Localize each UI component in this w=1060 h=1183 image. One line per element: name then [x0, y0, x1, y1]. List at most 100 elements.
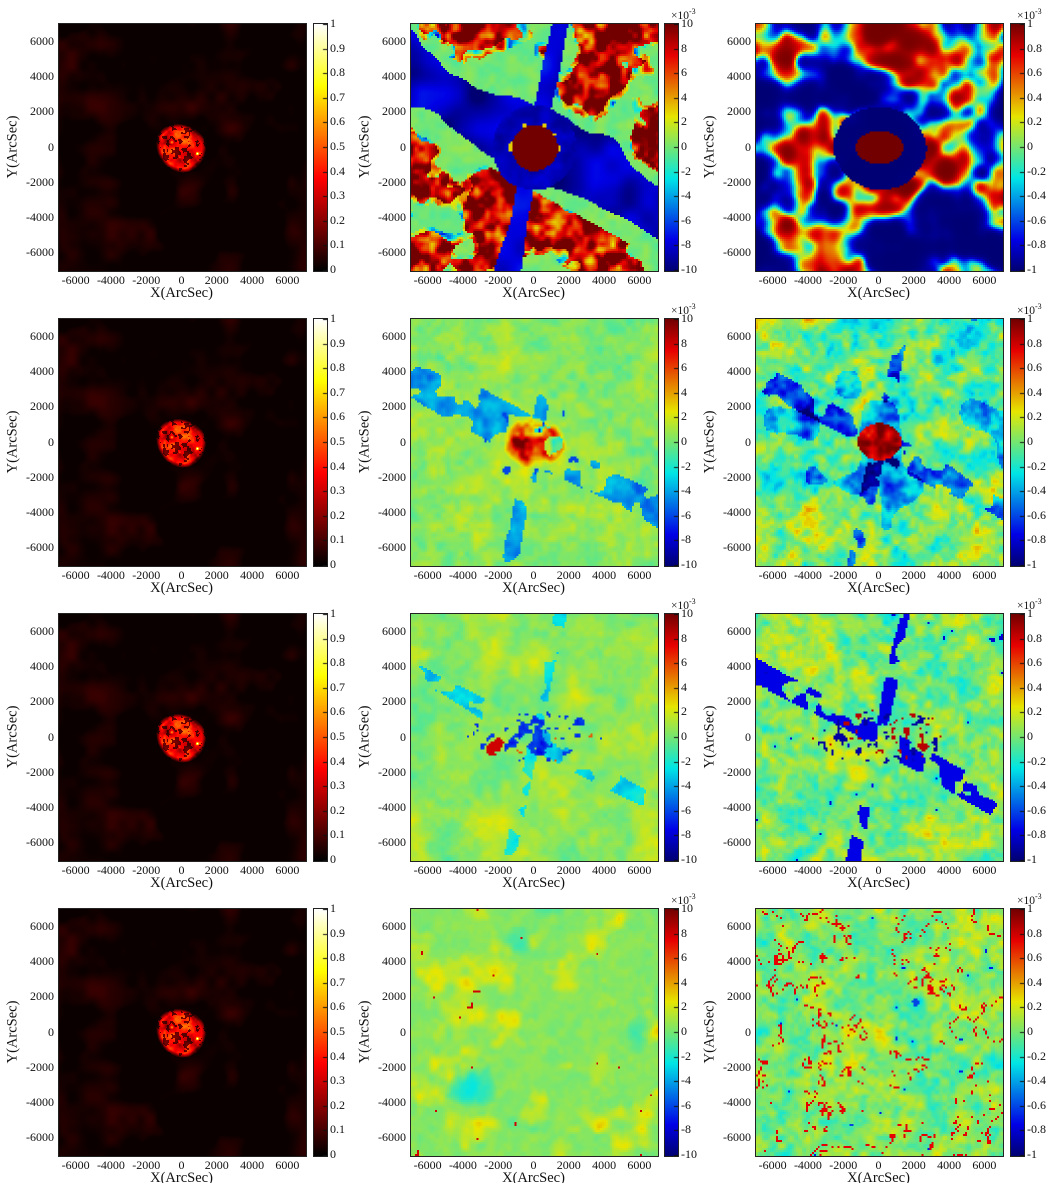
x-tick-label: 4000 [592, 863, 617, 877]
y-tick-label: 2000 [30, 694, 54, 709]
colorbar-tick-label: 0 [681, 139, 687, 153]
x-tick-label: 6000 [972, 863, 997, 877]
exponent-mantissa: ×10 [671, 9, 689, 22]
x-axis-label: X(ArcSec) [150, 1170, 213, 1183]
heatmap-canvas-r2-right [755, 318, 1004, 567]
colorbar-tick-label: -0.6 [1027, 1097, 1046, 1112]
colorbar-tick-label: 0.5 [330, 729, 345, 743]
y-tick-label: 4000 [382, 363, 406, 378]
colorbar-tick-label: 0.4 [330, 1048, 345, 1063]
y-tick-label: 4000 [727, 658, 751, 673]
y-tick-label: 0 [400, 1024, 406, 1039]
x-tick-label: -4000 [96, 1158, 125, 1172]
y-tick-label: -4000 [26, 210, 54, 225]
colorbar-tick-label: 0.8 [330, 360, 345, 375]
y-tick-label: -2000 [723, 469, 751, 484]
colorbar-tick-label: 0 [1027, 1024, 1033, 1038]
y-tick-label: 2000 [382, 694, 406, 709]
y-tick-label: -2000 [26, 764, 54, 779]
x-tick-label: 2000 [204, 1158, 229, 1172]
colorbar-exponent-label: ×10-3 [1017, 302, 1042, 317]
colorbar-tick-label: 10 [681, 901, 693, 915]
x-axis-label: X(ArcSec) [150, 875, 213, 891]
colorbar-tick-label: 0.3 [330, 483, 345, 498]
colorbar-tick-label: 0.4 [330, 458, 345, 473]
y-tick-label: -2000 [723, 174, 751, 189]
y-tick-label: 4000 [727, 68, 751, 83]
colorbar-tick-label: 10 [681, 16, 693, 30]
exponent-mantissa: ×10 [1017, 304, 1035, 317]
x-tick-label: 4000 [937, 1158, 962, 1172]
y-tick-label: -2000 [723, 1059, 751, 1074]
y-tick-label: 2000 [382, 104, 406, 119]
x-tick-label: 4000 [240, 863, 265, 877]
colorbar-r1-mid [664, 23, 679, 272]
colorbar-tick-label: 0.8 [1027, 40, 1042, 55]
colorbar-tick-label: 8 [681, 925, 687, 940]
colorbar-tick-label: -0.4 [1027, 1073, 1046, 1088]
x-tick-label: -4000 [448, 863, 477, 877]
y-tick-label: 2000 [30, 989, 54, 1004]
x-tick-label: 0 [178, 863, 185, 877]
heatmap-canvas-r2-mid [410, 318, 659, 567]
y-tick-label: -2000 [26, 1059, 54, 1074]
x-tick-label: 2000 [556, 273, 581, 287]
colorbar-tick-label: -8 [681, 237, 691, 252]
colorbar-tick-label: 0.7 [330, 974, 345, 989]
x-tick-label: 0 [530, 568, 537, 582]
colorbar-tick-label: -4 [681, 778, 691, 793]
colorbar-exponent-label: ×10-3 [671, 302, 696, 317]
x-tick-label: 2000 [901, 863, 926, 877]
colorbar-r3-left [313, 613, 328, 862]
x-tick-label: 0 [530, 1158, 537, 1172]
colorbar-tick-label: 1 [1027, 901, 1033, 915]
colorbar-tick-label: -8 [681, 532, 691, 547]
heatmap-canvas-r3-mid [410, 613, 659, 862]
y-tick-label: 6000 [382, 623, 406, 638]
colorbar-tick-label: 1 [1027, 16, 1033, 30]
y-tick-label: 6000 [727, 33, 751, 48]
x-tick-label: -4000 [448, 1158, 477, 1172]
x-tick-label: -6000 [61, 273, 90, 287]
colorbar-tick-label: 1 [330, 901, 336, 915]
x-tick-label: -6000 [413, 863, 442, 877]
colorbar-r1-left [313, 23, 328, 272]
x-tick-label: -2000 [484, 568, 513, 582]
colorbar-tick-label: 4 [681, 384, 687, 399]
x-axis-label: X(ArcSec) [847, 285, 910, 301]
heatmap-canvas-r3-right [755, 613, 1004, 862]
colorbar-tick-label: 0.5 [330, 434, 345, 448]
y-tick-label: -6000 [26, 540, 54, 555]
y-tick-label: 6000 [727, 623, 751, 638]
x-tick-label: 4000 [592, 273, 617, 287]
colorbar-tick-label: -0.8 [1027, 827, 1046, 842]
colorbar-tick-label: 8 [681, 630, 687, 645]
colorbar-tick-label: -6 [681, 802, 691, 817]
colorbar-tick-label: 0.7 [330, 384, 345, 399]
heatmap-canvas-r4-mid [410, 908, 659, 1157]
x-tick-label: 2000 [901, 568, 926, 582]
colorbar-tick-label: 0.8 [1027, 925, 1042, 940]
exponent-mantissa: ×10 [671, 599, 689, 612]
x-tick-label: -4000 [448, 568, 477, 582]
colorbar-tick-label: 0.9 [330, 925, 345, 940]
x-tick-label: 2000 [204, 568, 229, 582]
y-tick-label: 6000 [30, 33, 54, 48]
x-tick-label: -2000 [132, 273, 161, 287]
colorbar-tick-label: 0 [681, 434, 687, 448]
colorbar-tick-label: 2 [681, 704, 687, 719]
x-tick-label: -6000 [61, 568, 90, 582]
colorbar-tick-label: 0.2 [330, 507, 345, 522]
colorbar-tick-label: 2 [681, 114, 687, 129]
colorbar-tick-label: 0.2 [330, 1097, 345, 1112]
colorbar-tick-label: 0.9 [330, 40, 345, 55]
colorbar-tick-label: 4 [681, 679, 687, 694]
x-tick-label: -2000 [829, 1158, 858, 1172]
x-tick-label: 0 [530, 273, 537, 287]
colorbar-tick-label: -0.4 [1027, 483, 1046, 498]
colorbar-tick-label: 1 [1027, 311, 1033, 325]
exponent-power: -3 [689, 597, 696, 606]
x-tick-label: -6000 [61, 1158, 90, 1172]
y-tick-label: -2000 [378, 1059, 406, 1074]
x-tick-label: 2000 [556, 863, 581, 877]
